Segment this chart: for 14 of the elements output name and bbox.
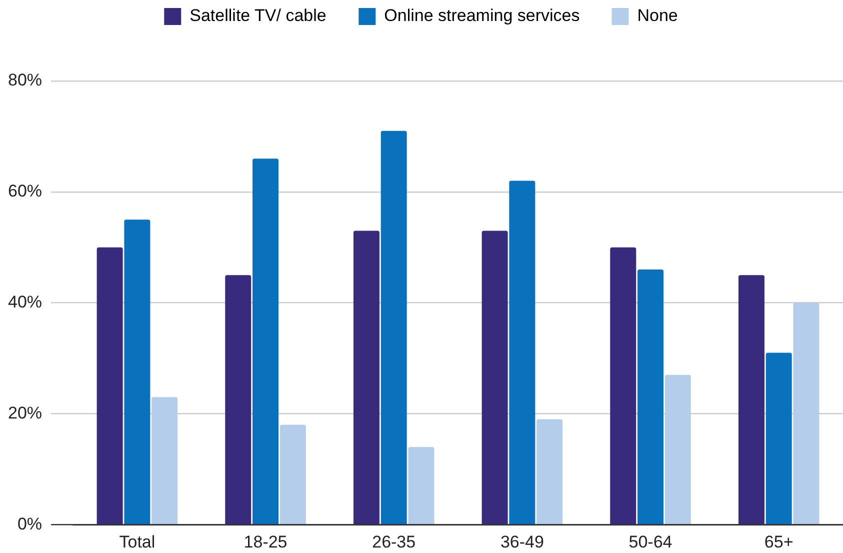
y-tick-label: 0% [17,514,42,534]
legend-label: Satellite TV/ cable [190,6,326,26]
y-tick-label: 20% [8,403,42,422]
x-tick-label: 26-35 [372,532,416,552]
x-tick-label: 36-49 [500,532,544,552]
y-tick-label: 60% [8,182,42,201]
x-tick-label: 50-64 [628,532,672,552]
x-tick-label: 65+ [764,532,794,552]
y-tick-label: 40% [8,292,42,312]
legend-label: None [637,6,678,26]
x-tick-label: Total [119,532,156,552]
y-tick-label: 80% [8,70,42,90]
x-tick-label: 18-25 [244,532,288,552]
legend-label: Online streaming services [384,6,580,26]
